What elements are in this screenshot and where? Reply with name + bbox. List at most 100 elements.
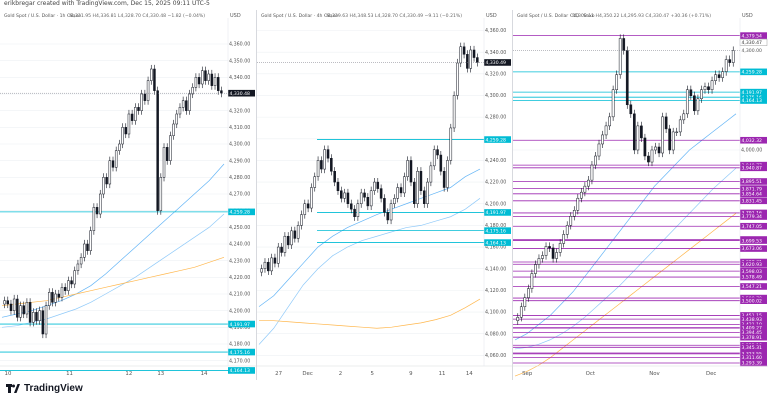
- chart-panel-4h[interactable]: Gold Spot / U.S. Dollar · 4h · Saxo O4,33…: [257, 10, 512, 380]
- candle: [714, 70, 717, 85]
- candle: [548, 242, 551, 253]
- candle-body: [416, 171, 419, 204]
- candle-body: [213, 77, 217, 86]
- candle-body: [263, 261, 267, 269]
- chart-panel-1h[interactable]: Gold Spot / U.S. Dollar · 1h · Saxo O4,33…: [0, 10, 256, 380]
- candle: [446, 156, 449, 192]
- candle: [689, 85, 693, 100]
- candle-body: [38, 310, 41, 321]
- candle: [143, 89, 147, 105]
- level-label: 4,259.28: [742, 70, 763, 76]
- candle-body: [386, 212, 390, 221]
- candle: [615, 70, 619, 94]
- candle-body: [534, 264, 537, 274]
- level-label-bg: [484, 209, 511, 216]
- candle: [290, 226, 293, 249]
- chart-1h-svg[interactable]: Gold Spot / U.S. Dollar · 1h · SaxoO4,33…: [0, 10, 256, 380]
- chart-1d-svg[interactable]: Gold Spot / U.S. Dollar · 1D · SaxoO4,30…: [513, 10, 768, 380]
- candle: [422, 186, 426, 208]
- x-tick-label: 27: [275, 371, 282, 377]
- candle: [439, 150, 443, 176]
- level-label: 3,779.34: [742, 214, 763, 220]
- candle: [273, 253, 277, 268]
- candle-body: [576, 197, 580, 211]
- candle: [197, 73, 201, 89]
- price-label: 4,330.49: [486, 60, 507, 66]
- price-label: 4,330.47: [742, 40, 763, 46]
- candle: [449, 123, 453, 165]
- candle-body: [143, 93, 147, 101]
- candle: [472, 45, 476, 62]
- candle: [632, 109, 636, 155]
- candle: [442, 167, 446, 192]
- candle-body: [336, 181, 340, 192]
- candle: [108, 156, 112, 189]
- moving-average-line: [258, 198, 481, 345]
- level-label: 3,895.51: [742, 179, 763, 185]
- level-label-bg: [740, 359, 767, 367]
- candle-body: [111, 160, 115, 168]
- candle-body: [363, 192, 366, 198]
- candle-body: [541, 255, 544, 259]
- candle-body: [169, 135, 172, 161]
- candle: [728, 55, 732, 67]
- candle-body: [717, 74, 721, 78]
- candle-body: [615, 74, 619, 90]
- candle: [647, 151, 650, 167]
- level-label: 3,598.03: [742, 269, 763, 275]
- candle: [175, 109, 179, 129]
- tradingview-logo[interactable]: TradingView: [6, 383, 83, 394]
- ohlc-readout: O4,331.95 H4,336.81 L4,328.70 C4,330.48 …: [67, 13, 205, 19]
- candle: [172, 119, 175, 140]
- candle: [83, 239, 86, 262]
- y-tick-label: 4,230.00: [229, 258, 250, 264]
- candle-body: [569, 216, 573, 226]
- candle-body: [419, 171, 423, 192]
- candle: [303, 199, 307, 219]
- moving-average-line: [1, 257, 225, 307]
- level-label: 3,673.06: [742, 246, 763, 252]
- candle: [419, 167, 423, 195]
- candle: [413, 178, 416, 208]
- candle-body: [124, 127, 127, 135]
- candle-body: [153, 68, 156, 91]
- y-tick-label: 4,170.00: [229, 358, 250, 364]
- candle-body: [527, 288, 530, 298]
- y-tick-label: 4,300.00: [229, 142, 250, 148]
- y-tick-label: 4,160.00: [485, 245, 506, 251]
- level-label: 3,438.93: [742, 317, 763, 323]
- level-label-bg: [740, 185, 767, 192]
- candle: [396, 183, 399, 203]
- candle: [22, 301, 25, 319]
- chart-4h-svg[interactable]: Gold Spot / U.S. Dollar · 4h · SaxoO4,33…: [257, 10, 512, 380]
- level-label: 4,175.16: [486, 228, 507, 234]
- y-tick-label: 4,270.00: [229, 192, 250, 198]
- candle-body: [67, 280, 70, 291]
- level-label: 4,164.13: [486, 240, 507, 246]
- candle: [207, 69, 210, 85]
- tradingview-brand: TradingView: [24, 383, 83, 394]
- candle-body: [267, 261, 270, 272]
- candle: [724, 55, 728, 76]
- level-label-bg: [740, 354, 767, 361]
- candle-body: [162, 147, 166, 178]
- candle-body: [562, 234, 566, 244]
- candle-body: [689, 89, 693, 96]
- candle-body: [640, 125, 643, 139]
- level-label-bg: [228, 367, 255, 374]
- candle: [608, 112, 611, 130]
- candle: [111, 156, 115, 172]
- candle-body: [92, 207, 96, 231]
- candle-body: [647, 155, 650, 163]
- x-tick-label: 12: [125, 371, 132, 377]
- candle: [137, 103, 140, 115]
- candle: [19, 301, 22, 322]
- candle: [403, 172, 406, 197]
- candle-body: [333, 171, 336, 183]
- candle: [220, 86, 223, 98]
- level-label: 3,345.31: [742, 345, 763, 351]
- chart-panel-1d[interactable]: Gold Spot / U.S. Dollar · 1D · Saxo O4,30…: [513, 10, 768, 380]
- y-tick-label: 4,180.00: [229, 342, 250, 348]
- candle-body: [466, 54, 469, 69]
- candle-body: [668, 128, 671, 151]
